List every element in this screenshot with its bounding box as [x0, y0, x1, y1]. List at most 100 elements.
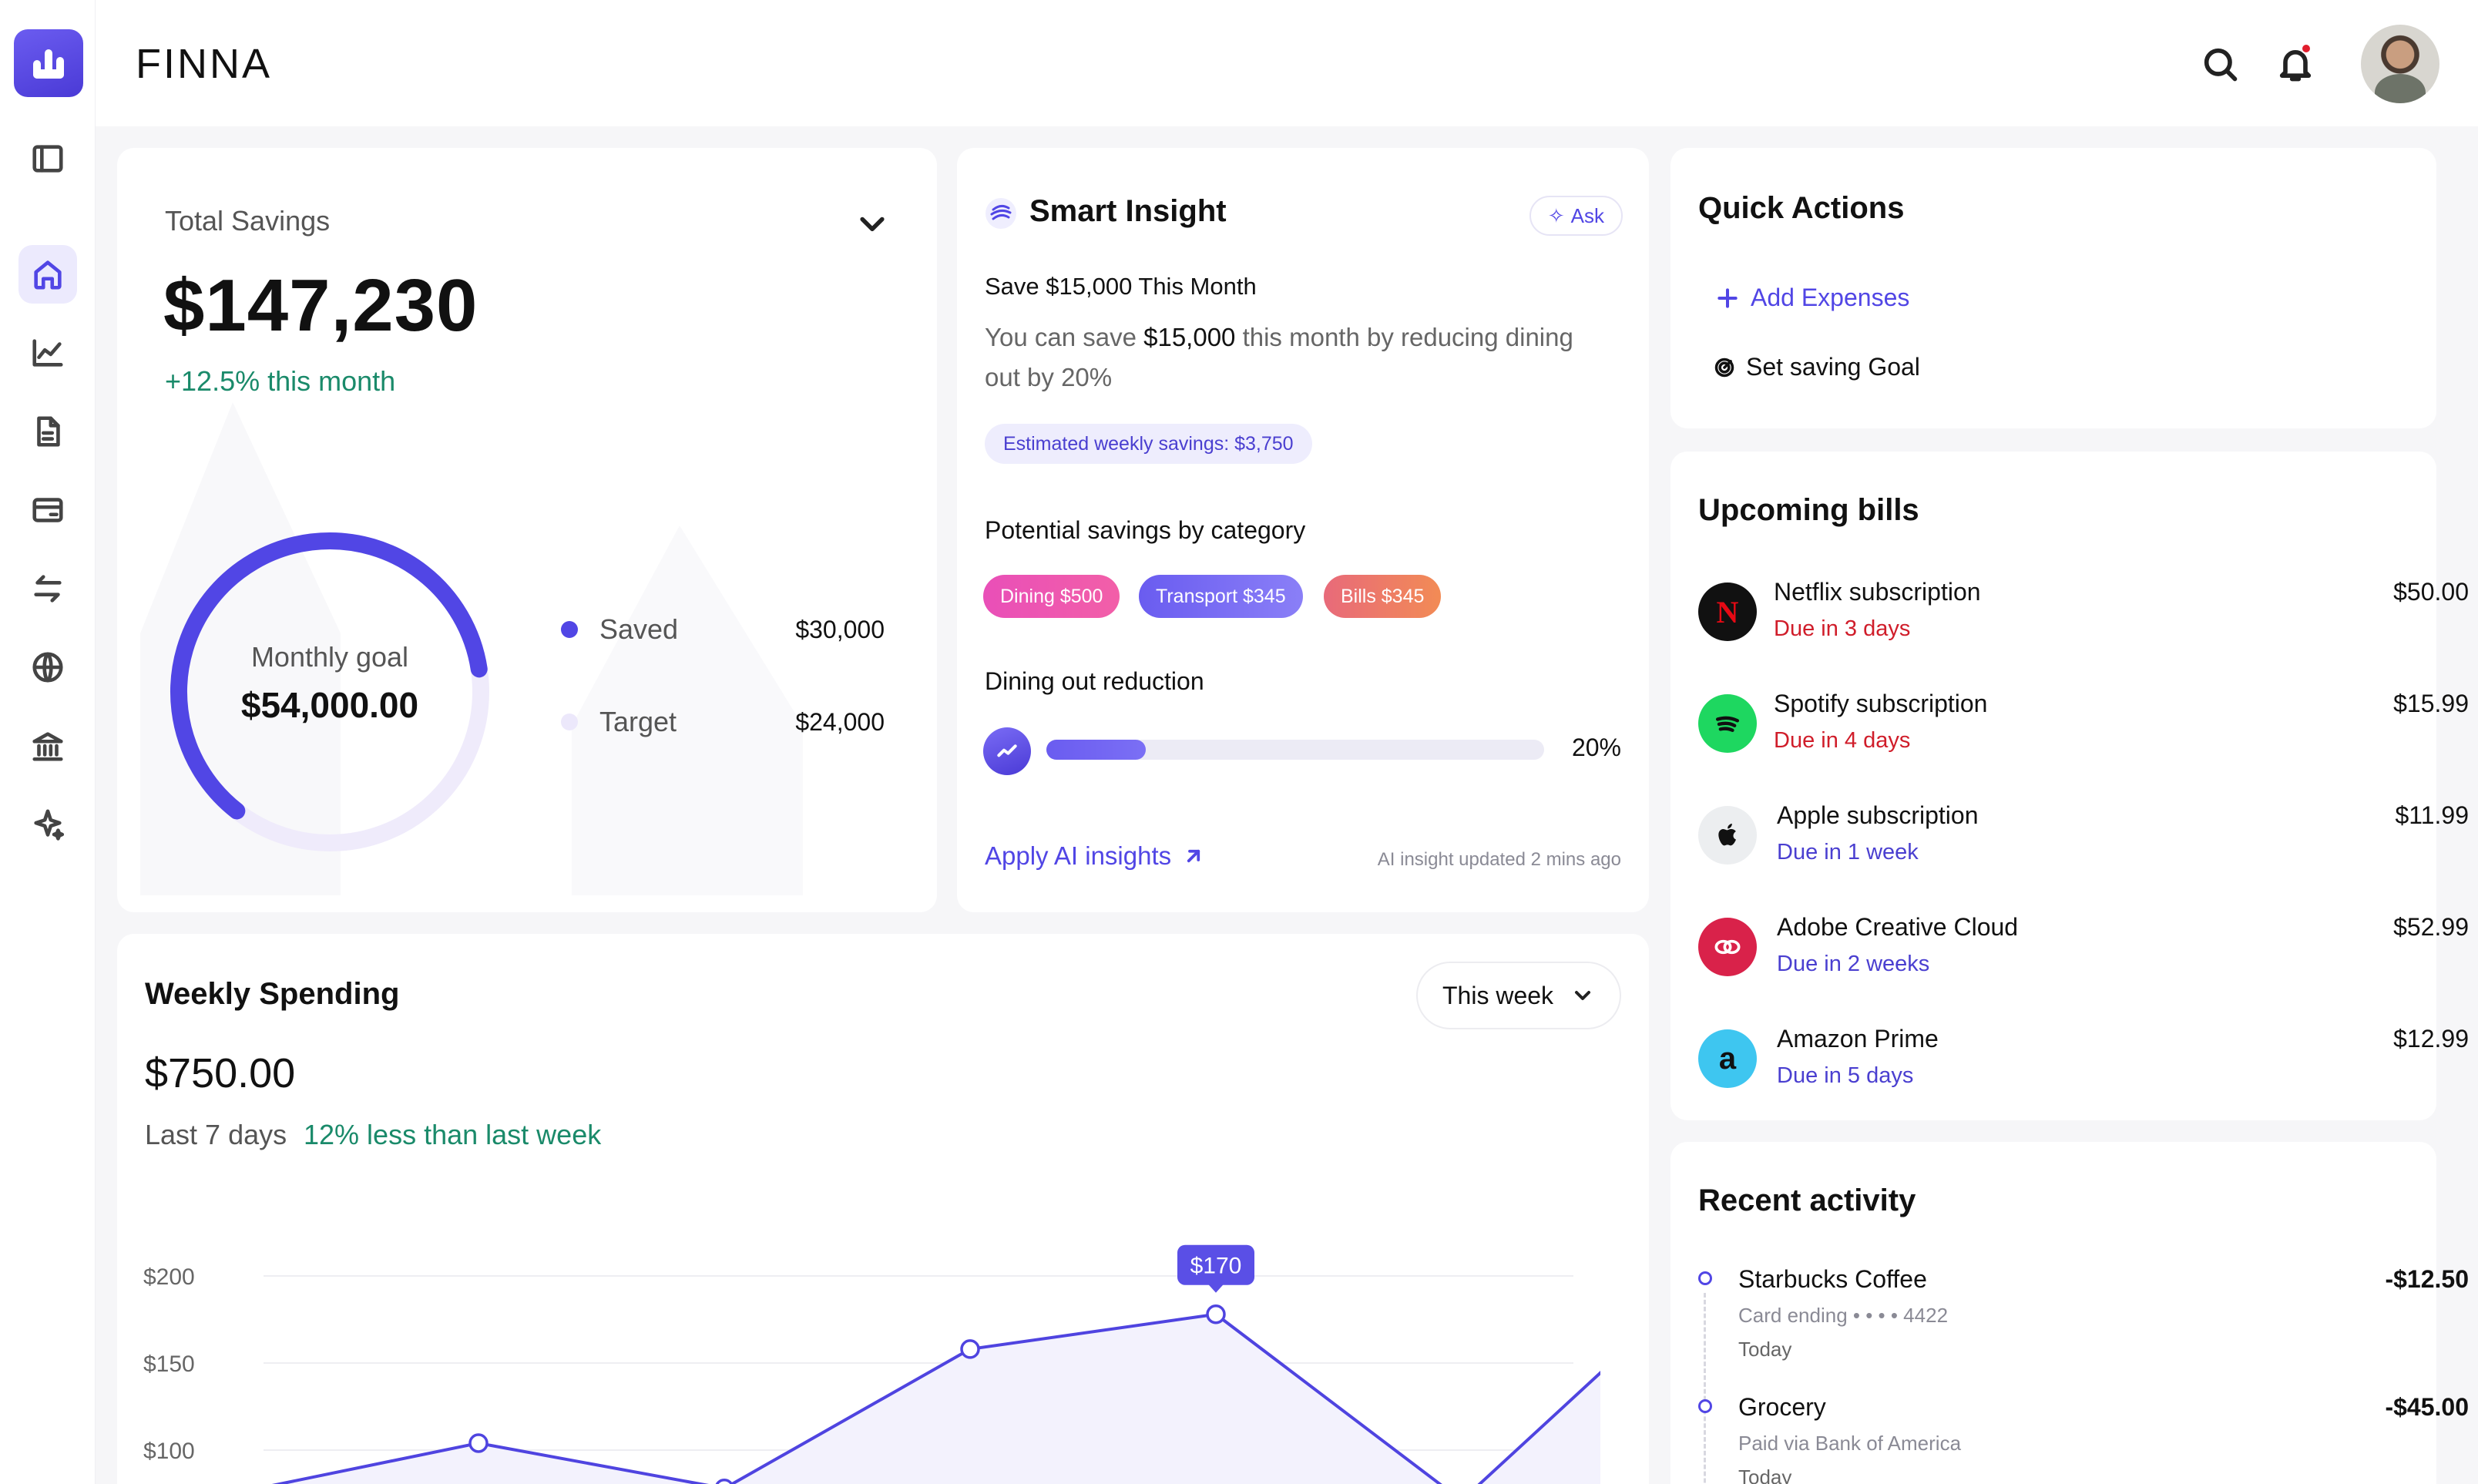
sidebar-item-reports[interactable]: [18, 402, 77, 461]
period-select-label: This week: [1442, 981, 1554, 1009]
chart-tooltip: $170: [1177, 1244, 1254, 1293]
total-savings-amount: $147,230: [163, 264, 478, 347]
legend-dot-target: [561, 713, 578, 730]
total-savings-dropdown[interactable]: [855, 206, 889, 240]
insight-updated-time: AI insight updated 2 mins ago: [1377, 849, 1621, 870]
sidebar-toggle-button[interactable]: [18, 129, 77, 188]
insight-body: You can save $15,000 this month by reduc…: [985, 317, 1601, 398]
bell-icon: [2279, 50, 2312, 82]
bill-item-netflix[interactable]: N Netflix subscription Due in 3 days $50…: [1698, 575, 2469, 660]
smart-insight-card: Smart Insight ✧ Ask Save $15,000 This Mo…: [957, 148, 1649, 912]
weekly-spending-card: Weekly Spending This week $750.00 Last 7…: [117, 934, 1649, 1484]
brand-name: FINNA: [136, 41, 272, 87]
bill-due: Due in 4 days: [1774, 728, 1911, 753]
bill-name: Apple subscription: [1777, 801, 1979, 829]
legend-target: Target $24,000: [561, 703, 885, 741]
chart-line-icon: [32, 339, 63, 367]
home-icon: [34, 260, 62, 290]
bill-item-amazon[interactable]: a Amazon Prime Due in 5 days $12.99: [1698, 1022, 2469, 1106]
set-saving-goal-button[interactable]: Set saving Goal: [1714, 353, 1920, 381]
bill-name: Netflix subscription: [1774, 578, 1981, 606]
insight-body-post: this month by reducing dining out by 20%: [985, 323, 1573, 391]
sidebar: [0, 0, 96, 1484]
bill-due: Due in 3 days: [1774, 616, 1911, 641]
bill-name: Adobe Creative Cloud: [1777, 913, 2019, 941]
top-header: FINNA: [96, 0, 2478, 126]
activity-subtitle: Paid via Bank of America: [1738, 1432, 1962, 1455]
category-chip-transport[interactable]: Transport $345: [1139, 575, 1303, 618]
weekly-period-label: Last 7 days: [145, 1119, 287, 1150]
bill-amount: $15.99: [2393, 690, 2469, 717]
insight-body-pre: You can save: [985, 323, 1144, 351]
legend-label: Saved: [599, 613, 679, 645]
chevron-down-icon: [1575, 991, 1591, 1000]
period-select[interactable]: This week: [1416, 962, 1621, 1029]
plus-icon: [1717, 287, 1738, 308]
monthly-goal-label: Monthly goal: [250, 641, 409, 673]
globe-icon: [32, 652, 63, 683]
document-icon: [37, 416, 60, 447]
user-avatar[interactable]: [2361, 25, 2439, 103]
arrow-up-right-icon: [1187, 849, 1200, 863]
timeline-dot: [1698, 1399, 1712, 1413]
chart-point[interactable]: [1206, 1304, 1226, 1325]
legend-value: $30,000: [795, 615, 885, 643]
bill-amount: $52.99: [2393, 913, 2469, 941]
sidebar-item-bank[interactable]: [18, 717, 77, 775]
bill-due: Due in 5 days: [1777, 1063, 1914, 1088]
ask-button[interactable]: ✧ Ask: [1529, 196, 1623, 236]
spotify-icon: [1698, 694, 1757, 753]
chart-line-series: [271, 1312, 1600, 1484]
bill-item-adobe[interactable]: Adobe Creative Cloud Due in 2 weeks $52.…: [1698, 910, 2469, 995]
trending-up-icon: [997, 744, 1017, 757]
weekly-spending-chart: $200 $150 $100 $170: [143, 1244, 1600, 1484]
sidebar-item-cards[interactable]: [18, 481, 77, 539]
bill-due: Due in 2 weeks: [1777, 952, 1930, 976]
y-tick-label: $100: [143, 1439, 195, 1464]
adobe-icon: [1698, 918, 1757, 976]
chevron-down-icon: [860, 217, 885, 232]
total-savings-title: Total Savings: [165, 205, 331, 237]
quick-actions-title: Quick Actions: [1698, 191, 1905, 225]
sidebar-item-transfers[interactable]: [18, 559, 77, 618]
smart-insight-title: Smart Insight: [1029, 194, 1227, 228]
bill-amount: $12.99: [2393, 1025, 2469, 1053]
activity-time: Today: [1738, 1338, 1792, 1361]
decorative-background: [140, 402, 803, 895]
reduction-percent: 20%: [1571, 734, 1621, 761]
category-chip-bills[interactable]: Bills $345: [1324, 575, 1442, 618]
bill-item-apple[interactable]: Apple subscription Due in 1 week $11.99: [1698, 798, 2469, 883]
bill-name: Spotify subscription: [1774, 690, 1988, 717]
apply-ai-insights-link[interactable]: Apply AI insights: [985, 841, 1205, 871]
category-chip-dining[interactable]: Dining $500: [983, 575, 1120, 618]
sidebar-item-analytics[interactable]: [18, 324, 77, 382]
chart-point[interactable]: [715, 1478, 734, 1484]
sidebar-item-global[interactable]: [18, 638, 77, 697]
activity-name: Grocery: [1738, 1393, 1826, 1421]
chart-point[interactable]: [468, 1433, 489, 1453]
weekly-spending-amount: $750.00: [145, 1050, 296, 1096]
add-expenses-button[interactable]: Add Expenses: [1715, 284, 1909, 312]
legend-value: $24,000: [795, 707, 885, 736]
monthly-goal-value: $54,000.00: [240, 685, 419, 725]
timeline-dot: [1698, 1271, 1712, 1285]
app-logo[interactable]: [14, 29, 83, 97]
target-icon: [1714, 358, 1734, 377]
sidebar-item-home[interactable]: [18, 245, 77, 304]
chart-point[interactable]: [960, 1339, 980, 1359]
panel-icon: [32, 145, 63, 173]
transfer-icon: [34, 575, 62, 603]
bill-item-spotify[interactable]: Spotify subscription Due in 4 days $15.9…: [1698, 687, 2469, 771]
search-button[interactable]: [2193, 37, 2247, 91]
notifications-button[interactable]: [2268, 37, 2322, 91]
monthly-goal-donut: [170, 532, 489, 851]
search-icon: [2204, 48, 2238, 82]
bill-amount: $50.00: [2393, 578, 2469, 606]
sidebar-item-ai[interactable]: [18, 795, 77, 854]
add-expenses-label: Add Expenses: [1751, 284, 1910, 311]
recent-activity-title: Recent activity: [1698, 1184, 1916, 1217]
total-savings-card: Total Savings $147,230 +12.5% this month…: [117, 148, 937, 912]
quick-actions-card: Quick Actions Add Expenses Set saving Go…: [1670, 148, 2436, 428]
reduction-progress-fill: [1046, 740, 1147, 760]
activity-name: Starbucks Coffee: [1738, 1265, 1927, 1293]
